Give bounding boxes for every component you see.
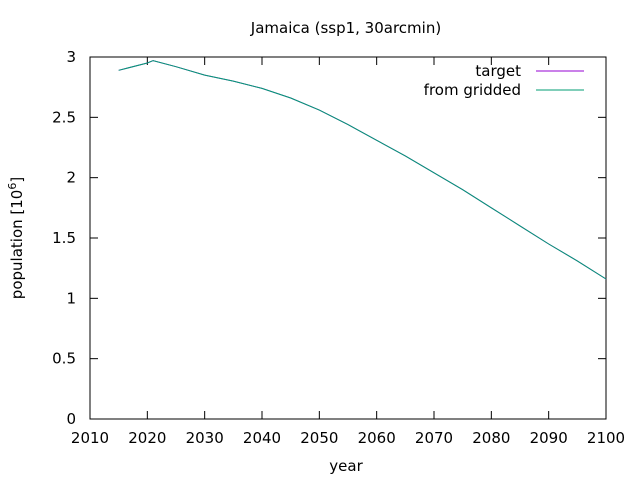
x-tick-label: 2070 [415, 429, 453, 447]
x-tick-label: 2020 [128, 429, 166, 447]
x-axis: 2010 2020 2030 2040 2050 2060 2070 2080 2090 2100 [71, 57, 625, 447]
x-tick-label: 2050 [300, 429, 338, 447]
series-lines [118, 60, 607, 280]
y-axis-label-close: ] [8, 177, 26, 183]
x-tick-label: 2060 [358, 429, 396, 447]
y-tick-label: 1 [66, 289, 76, 307]
plot-frame [89, 56, 607, 420]
x-tick-label: 2030 [186, 429, 224, 447]
legend: target from gridded [424, 62, 584, 99]
y-tick-label: 2.5 [52, 108, 76, 126]
y-axis: 0 0.5 1 1.5 2 2.5 3 [52, 48, 606, 428]
y-tick-label: 0 [66, 410, 76, 428]
x-tick-label: 2040 [243, 429, 281, 447]
y-tick-label: 1.5 [52, 229, 76, 247]
y-axis-label-superscript: 6 [6, 183, 19, 190]
legend-label-from-gridded: from gridded [424, 81, 521, 99]
x-tick-label: 2080 [472, 429, 510, 447]
series-line-from-gridded [118, 60, 607, 280]
y-tick-label: 2 [66, 169, 76, 187]
y-axis-label: population [106] [6, 177, 26, 299]
series-line-target [118, 60, 607, 280]
x-tick-label: 2100 [587, 429, 625, 447]
x-tick-label: 2010 [71, 429, 109, 447]
y-axis-label-text: population [10 [8, 190, 26, 300]
x-tick-label: 2090 [530, 429, 568, 447]
legend-label-target: target [475, 62, 521, 80]
x-axis-label: year [329, 457, 363, 475]
y-tick-label: 0.5 [52, 350, 76, 368]
plot-area [89, 56, 607, 420]
y-tick-label: 3 [66, 48, 76, 66]
chart-title: Jamaica (ssp1, 30arcmin) [250, 19, 441, 37]
